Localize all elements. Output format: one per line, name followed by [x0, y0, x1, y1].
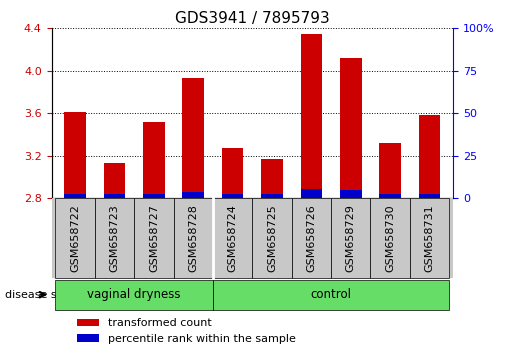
Bar [340, 58, 362, 198]
Bar [380, 194, 401, 198]
Bar [104, 163, 125, 198]
Text: GSM658723: GSM658723 [110, 204, 119, 272]
Bar [301, 189, 322, 198]
Text: GSM658731: GSM658731 [424, 204, 435, 272]
Bar [64, 112, 86, 198]
Bar [182, 192, 204, 198]
Text: GSM658722: GSM658722 [70, 204, 80, 272]
Text: GSM658724: GSM658724 [228, 204, 237, 272]
Bar [419, 194, 440, 198]
Text: GSM658730: GSM658730 [385, 204, 395, 272]
Bar [182, 78, 204, 198]
Legend: transformed count, percentile rank within the sample: transformed count, percentile rank withi… [73, 314, 300, 348]
Bar [261, 194, 283, 198]
Bar [380, 143, 401, 198]
Bar [143, 122, 165, 198]
Bar [301, 34, 322, 198]
Title: GDS3941 / 7895793: GDS3941 / 7895793 [175, 11, 330, 26]
Bar [104, 194, 125, 198]
Text: vaginal dryness: vaginal dryness [88, 288, 181, 301]
Text: GSM658729: GSM658729 [346, 204, 356, 272]
Bar [64, 194, 86, 198]
Bar [222, 148, 244, 198]
Text: GSM658728: GSM658728 [188, 204, 198, 272]
Text: control: control [311, 288, 352, 301]
Bar [419, 115, 440, 198]
Text: GSM658725: GSM658725 [267, 204, 277, 272]
Text: GSM658727: GSM658727 [149, 204, 159, 272]
Bar [261, 159, 283, 198]
Text: disease state: disease state [5, 290, 79, 300]
Bar [222, 194, 244, 198]
Bar [340, 190, 362, 198]
Text: GSM658726: GSM658726 [306, 204, 316, 272]
Bar [143, 194, 165, 198]
